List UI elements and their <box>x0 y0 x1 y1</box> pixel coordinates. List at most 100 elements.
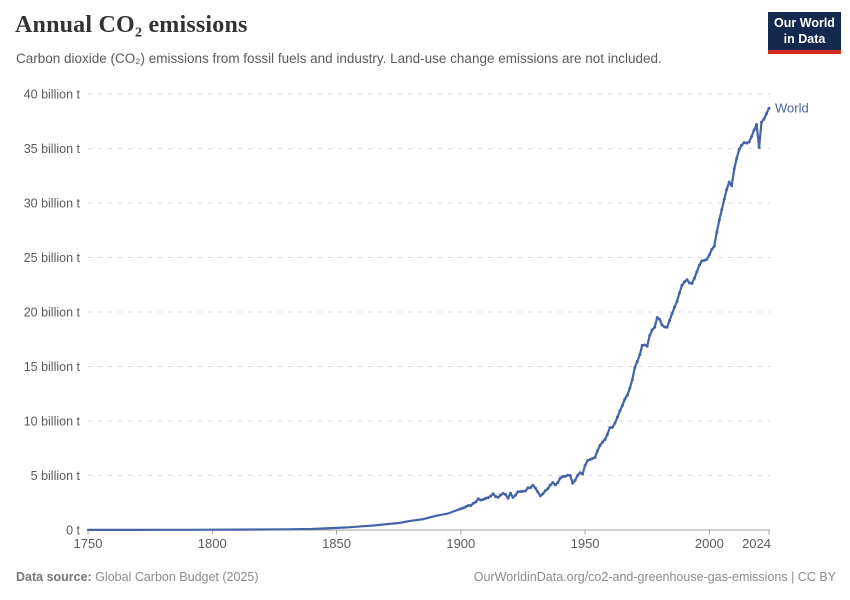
data-point <box>640 343 644 347</box>
data-point <box>660 323 664 327</box>
data-point <box>618 409 622 413</box>
data-point <box>675 300 679 303</box>
y-tick-label: 5 billion t <box>31 469 81 483</box>
data-point <box>628 386 632 390</box>
data-point <box>486 496 490 500</box>
data-source-value: Global Carbon Budget (2025) <box>91 570 259 584</box>
x-tick-label: 1800 <box>198 536 227 551</box>
data-point <box>531 483 535 487</box>
data-point <box>581 472 585 476</box>
data-point <box>740 143 744 147</box>
x-tick-label: 1900 <box>446 536 475 551</box>
data-point <box>466 504 470 507</box>
data-point <box>586 459 590 462</box>
data-point <box>526 486 530 490</box>
data-point <box>717 218 721 222</box>
data-point <box>519 490 522 494</box>
data-point <box>750 135 754 138</box>
data-point <box>603 438 607 441</box>
citation-link[interactable]: OurWorldinData.org/co2-and-greenhouse-ga… <box>473 570 836 584</box>
data-point <box>610 425 614 429</box>
data-point <box>623 397 627 401</box>
data-point <box>730 184 734 188</box>
data-point <box>685 278 689 282</box>
data-point <box>583 463 587 467</box>
data-point <box>615 415 619 419</box>
data-point <box>668 319 672 322</box>
data-point <box>496 495 500 499</box>
x-tick-label: 1950 <box>571 536 600 551</box>
data-point <box>683 280 686 284</box>
world-series-line[interactable] <box>86 107 771 531</box>
data-point <box>700 259 704 263</box>
data-point <box>481 498 485 501</box>
data-point <box>523 489 527 493</box>
data-point <box>553 483 557 487</box>
data-point <box>747 140 751 144</box>
data-point <box>474 500 478 504</box>
data-point <box>742 141 746 145</box>
data-point <box>643 343 647 347</box>
y-tick-label: 10 billion t <box>24 414 81 428</box>
data-point <box>638 353 642 357</box>
data-point <box>755 123 759 126</box>
chart-footer: Data source: Global Carbon Budget (2025)… <box>16 570 836 584</box>
data-point <box>556 481 560 485</box>
data-point <box>762 117 766 121</box>
data-point <box>765 112 768 116</box>
data-point <box>720 208 724 211</box>
data-point <box>735 156 739 160</box>
data-point <box>538 494 542 498</box>
data-point <box>680 283 684 287</box>
data-point <box>715 230 719 234</box>
data-point <box>760 120 763 124</box>
data-point <box>484 496 488 500</box>
x-tick-label: 2000 <box>695 536 724 551</box>
data-point <box>697 263 701 267</box>
data-point <box>504 493 507 496</box>
data-point <box>633 366 637 370</box>
x-tick-label: 1750 <box>74 536 103 551</box>
data-point <box>476 497 480 501</box>
data-point <box>658 317 662 321</box>
data-point <box>692 276 696 280</box>
data-point <box>479 498 483 502</box>
data-point <box>596 449 599 453</box>
data-point <box>551 481 555 485</box>
data-point <box>566 473 570 477</box>
data-point <box>511 495 515 499</box>
owid-logo-line1: Our World <box>774 16 835 30</box>
data-point <box>650 328 654 332</box>
data-point <box>732 167 736 171</box>
data-point <box>598 443 602 447</box>
data-point <box>464 505 468 509</box>
series-label-world[interactable]: World <box>775 101 809 116</box>
data-point <box>588 458 592 462</box>
data-point <box>593 455 597 459</box>
data-point <box>541 492 545 496</box>
data-point <box>727 180 731 184</box>
data-point <box>591 457 594 460</box>
data-point <box>558 476 562 480</box>
data-point <box>605 432 609 436</box>
data-point <box>705 257 709 261</box>
y-tick-label: 25 billion t <box>24 251 81 265</box>
data-point <box>543 489 547 493</box>
data-point <box>690 281 694 285</box>
data-point <box>688 281 691 285</box>
data-point <box>578 471 582 475</box>
data-point <box>489 494 493 498</box>
data-point <box>645 344 649 348</box>
data-point <box>678 291 681 295</box>
data-point <box>548 483 552 487</box>
y-tick-label: 30 billion t <box>24 196 81 210</box>
owid-logo[interactable]: Our World in Data <box>768 12 841 54</box>
data-point <box>737 148 741 151</box>
data-point <box>665 325 669 329</box>
data-source-label: Data source: <box>16 570 92 584</box>
data-point <box>491 492 495 496</box>
data-point <box>695 270 699 274</box>
data-point <box>673 305 677 309</box>
